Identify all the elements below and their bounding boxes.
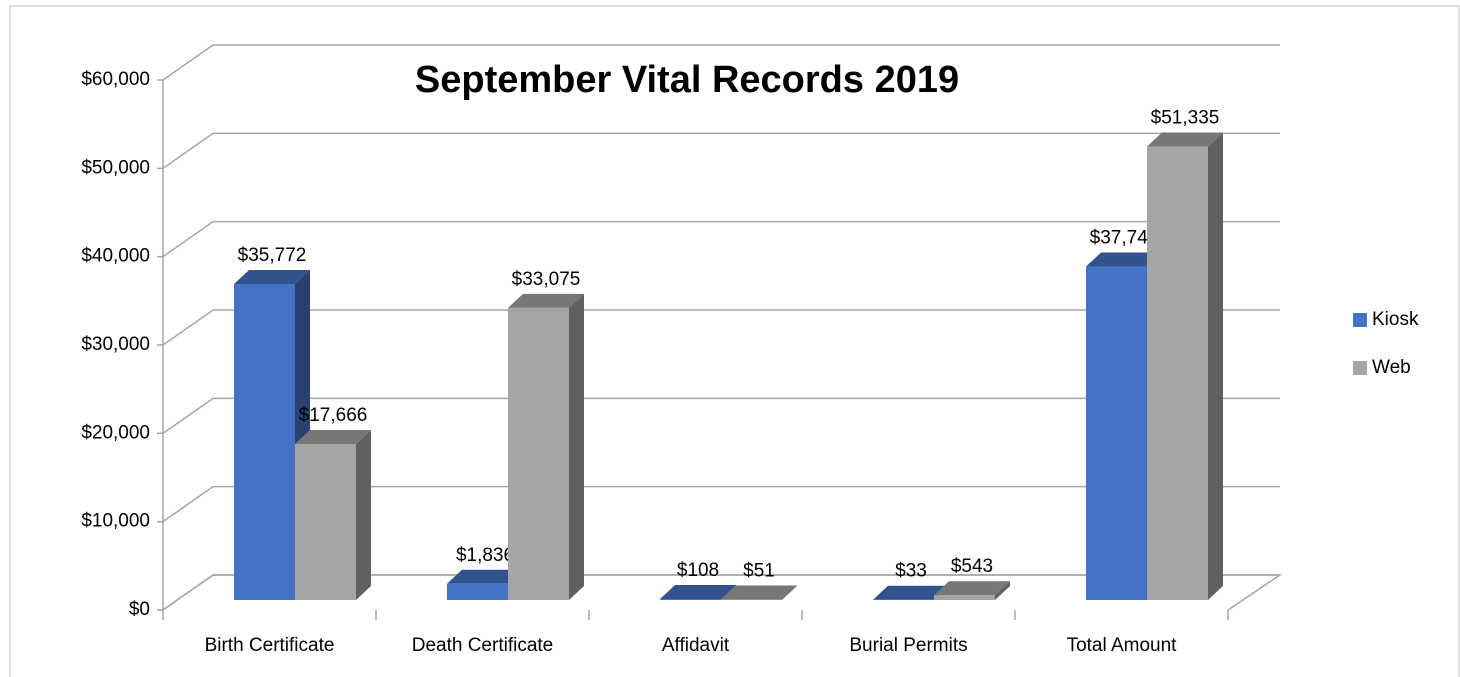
y-tick-label: $0 bbox=[129, 599, 150, 620]
grid-line bbox=[162, 44, 1280, 81]
value-label: $51 bbox=[743, 561, 775, 582]
bar-side bbox=[995, 581, 1010, 600]
y-tick-label: $20,000 bbox=[81, 422, 150, 443]
x-tick-label: Death Certificate bbox=[412, 635, 554, 656]
bar-top bbox=[873, 585, 949, 600]
value-label: $33,075 bbox=[512, 269, 581, 290]
bar-side bbox=[569, 293, 584, 600]
bar-top bbox=[234, 270, 310, 285]
grid-line bbox=[162, 574, 1280, 611]
value-label: $1,836 bbox=[456, 545, 514, 566]
y-tick-label: $50,000 bbox=[81, 157, 150, 178]
bar-top bbox=[1147, 132, 1223, 147]
y-tick-label: $30,000 bbox=[81, 334, 150, 355]
x-tick-label: Total Amount bbox=[1067, 635, 1178, 656]
x-tick-label: Affidavit bbox=[662, 635, 730, 656]
bar bbox=[508, 307, 569, 600]
value-label: $33 bbox=[895, 561, 927, 582]
bar-top bbox=[660, 585, 736, 600]
value-label: $17,666 bbox=[299, 405, 368, 426]
bar bbox=[1147, 146, 1208, 600]
legend-swatch bbox=[1353, 313, 1367, 327]
bar-side bbox=[782, 585, 797, 600]
bar-top bbox=[934, 581, 1010, 596]
bar bbox=[934, 595, 995, 600]
value-label: $35,772 bbox=[238, 245, 307, 266]
x-tick-label: Burial Permits bbox=[849, 635, 967, 656]
chart-title: September Vital Records 2019 bbox=[415, 59, 959, 101]
bar-side bbox=[1208, 132, 1223, 600]
chart-border bbox=[9, 5, 1460, 677]
bar-top bbox=[295, 429, 371, 444]
legend-label: Kiosk bbox=[1372, 309, 1419, 330]
bar-top bbox=[721, 585, 797, 600]
y-tick-label: $60,000 bbox=[81, 69, 150, 90]
grid-line bbox=[162, 485, 1280, 523]
bar-top bbox=[447, 569, 523, 584]
value-label: $543 bbox=[951, 556, 993, 577]
legend-swatch bbox=[1353, 361, 1367, 375]
bar-side bbox=[356, 429, 371, 600]
grid-line bbox=[162, 220, 1280, 258]
bar bbox=[1086, 266, 1147, 600]
legend-label: Web bbox=[1372, 357, 1411, 378]
bar-top bbox=[508, 293, 584, 308]
bar bbox=[295, 443, 356, 600]
y-tick-label: $10,000 bbox=[81, 511, 150, 532]
bar bbox=[447, 583, 508, 600]
value-label: $51,335 bbox=[1151, 108, 1220, 129]
grid-line bbox=[162, 309, 1280, 346]
y-tick-label: $40,000 bbox=[81, 246, 150, 267]
grid-line bbox=[162, 132, 1280, 169]
bar bbox=[234, 284, 295, 600]
bar-top bbox=[1086, 252, 1162, 267]
x-tick-label: Birth Certificate bbox=[205, 635, 335, 656]
value-label: $108 bbox=[677, 560, 719, 581]
value-label: $37,749 bbox=[1090, 228, 1159, 249]
bar bbox=[660, 599, 721, 600]
grid-line bbox=[162, 397, 1280, 434]
